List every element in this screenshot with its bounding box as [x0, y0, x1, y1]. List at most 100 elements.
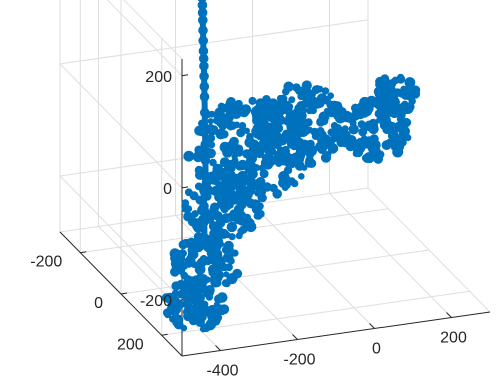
data-point	[202, 177, 212, 188]
data-point	[281, 87, 290, 96]
data-points	[161, 0, 421, 333]
data-point	[202, 191, 212, 201]
z-tick-label: 0	[163, 181, 172, 198]
data-point	[363, 152, 375, 163]
data-point	[252, 200, 261, 209]
data-point	[199, 92, 210, 102]
data-point	[225, 263, 233, 272]
data-point	[247, 162, 258, 173]
data-point	[183, 211, 194, 222]
data-point	[261, 153, 269, 161]
grid-floor-y	[120, 249, 430, 295]
data-point	[326, 136, 334, 143]
data-point	[263, 147, 271, 154]
box-edge	[123, 0, 183, 60]
data-point	[390, 143, 398, 151]
data-point	[194, 182, 203, 191]
data-point	[234, 144, 244, 154]
data-point	[206, 322, 215, 331]
data-point	[322, 95, 331, 105]
data-point	[282, 169, 289, 177]
tick-labels: -400 -200 0 200 -200 0 200 -200 0 200	[30, 69, 467, 380]
data-point	[291, 119, 299, 127]
data-point	[406, 84, 415, 94]
data-point	[202, 241, 213, 252]
data-point	[171, 289, 179, 297]
data-point	[294, 154, 304, 165]
data-point	[197, 303, 207, 314]
data-point	[320, 116, 329, 126]
data-point	[199, 81, 210, 92]
data-point	[292, 107, 304, 119]
data-point	[220, 130, 229, 139]
data-point	[288, 160, 296, 169]
x-tick-label: -200	[283, 352, 315, 369]
data-point	[278, 177, 289, 188]
data-point	[173, 263, 182, 273]
data-point	[234, 99, 243, 109]
data-point	[213, 269, 223, 279]
data-point	[242, 223, 251, 232]
data-point	[320, 152, 332, 163]
data-point	[384, 93, 396, 105]
x-tick	[369, 323, 375, 329]
data-point	[246, 132, 254, 141]
data-point	[399, 102, 408, 111]
data-point	[208, 221, 220, 232]
x-axis	[181, 311, 491, 357]
y-tick	[161, 333, 168, 336]
data-point	[297, 173, 305, 180]
data-point	[251, 150, 259, 158]
data-point	[198, 35, 208, 46]
data-point	[184, 277, 194, 287]
data-point	[205, 148, 216, 159]
data-point	[276, 134, 288, 146]
data-point	[374, 89, 384, 99]
data-point	[381, 140, 392, 150]
z-tick-label: 200	[145, 69, 172, 86]
data-point	[248, 96, 257, 105]
data-point	[266, 154, 275, 163]
y-tick-label: 200	[117, 336, 144, 353]
data-point	[205, 293, 214, 301]
data-point	[222, 245, 231, 254]
data-point	[223, 181, 230, 188]
data-point	[214, 294, 224, 304]
x-tick	[446, 312, 452, 318]
data-point	[304, 157, 315, 168]
data-point	[208, 141, 216, 149]
data-point	[197, 0, 207, 3]
data-point	[321, 87, 330, 95]
data-point	[280, 102, 287, 109]
x-tick	[292, 334, 298, 340]
x-tick-label: 200	[440, 330, 467, 347]
data-point	[398, 129, 410, 141]
data-point	[318, 144, 327, 154]
data-point	[243, 127, 251, 135]
data-point	[368, 118, 378, 129]
data-point	[183, 150, 195, 162]
x-tick-label: -400	[206, 363, 238, 380]
data-point	[226, 221, 238, 233]
y-tick-label: 0	[94, 295, 103, 312]
data-point	[348, 124, 359, 135]
data-point	[377, 99, 384, 106]
data-point	[235, 210, 247, 222]
data-point	[326, 106, 338, 118]
data-point	[185, 205, 193, 213]
data-point	[216, 211, 223, 219]
data-point	[251, 107, 262, 118]
y-tick-label: -200	[30, 254, 62, 271]
data-point	[182, 306, 194, 318]
grid-side-z	[59, 63, 183, 189]
data-point	[259, 169, 269, 179]
data-point	[288, 96, 296, 104]
data-point	[379, 121, 389, 130]
data-point	[186, 257, 196, 266]
data-point	[218, 308, 226, 316]
data-point	[254, 190, 261, 197]
data-point	[309, 91, 316, 98]
box-edge	[367, 187, 491, 313]
data-point	[396, 74, 406, 84]
